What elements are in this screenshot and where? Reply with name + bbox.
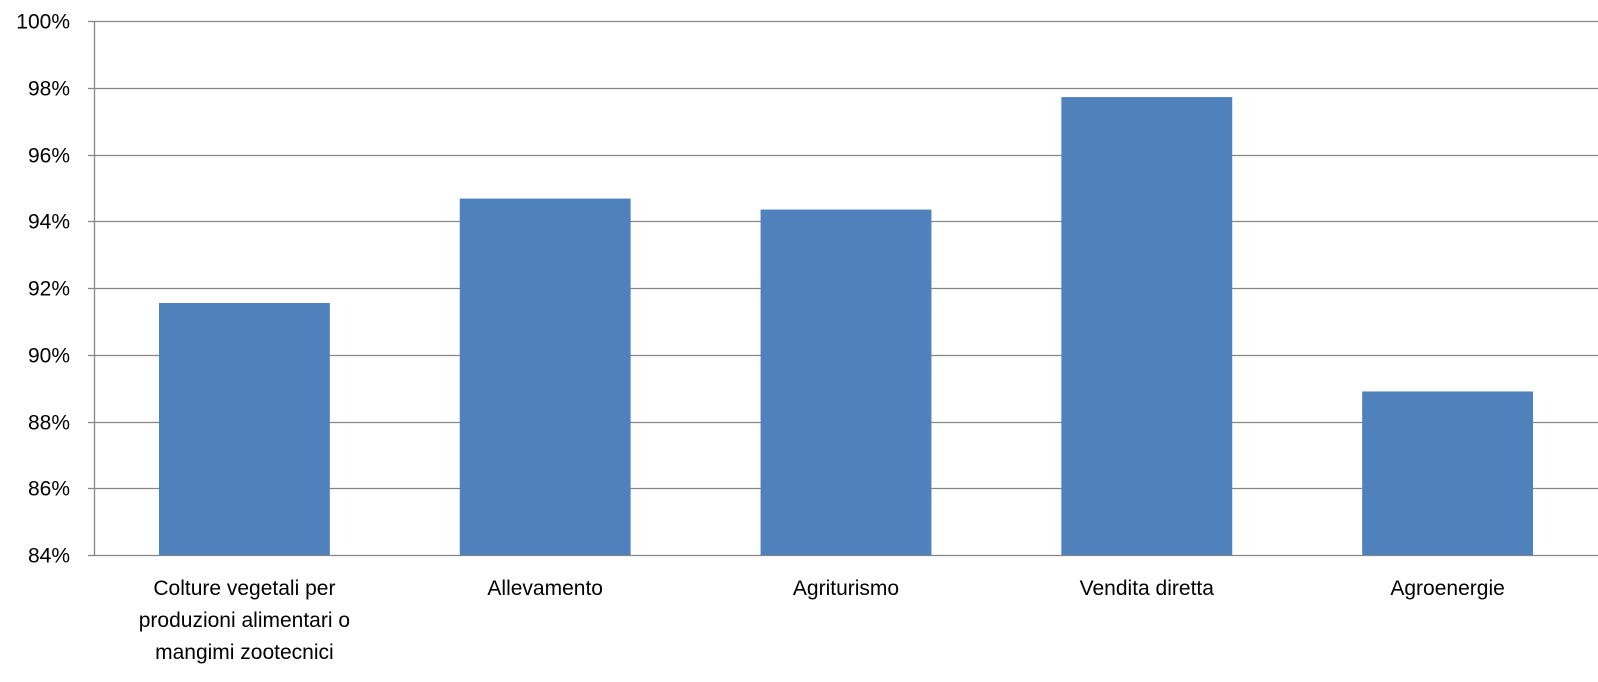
x-axis-tick-label: Allevamento — [487, 577, 603, 600]
y-axis-tick-labels: 84% 86% 88% 90% 92% 94% 96% 98% 100% — [16, 11, 70, 568]
x-axis-tick-label: Vendita diretta — [1080, 577, 1215, 600]
y-axis-tick-label: 86% — [28, 478, 70, 501]
y-axis-tick-label: 88% — [28, 412, 70, 435]
y-axis-tick-label: 94% — [28, 211, 70, 234]
x-axis-tick-label: Agriturismo — [793, 577, 899, 600]
x-axis-tick-label-line: Agroenergie — [1390, 577, 1504, 600]
axes — [88, 20, 96, 557]
x-axis-tick-label-line: produzioni alimentari o — [139, 609, 350, 632]
bar — [1362, 391, 1534, 555]
y-axis-tick-label: 84% — [28, 545, 70, 568]
x-axis-tick-label-line: Agriturismo — [793, 577, 899, 600]
x-axis-tick-label-line: Allevamento — [487, 577, 603, 600]
bar — [760, 209, 932, 555]
y-axis-tick-label: 90% — [28, 345, 70, 368]
x-axis-tick-label-line: Vendita diretta — [1080, 577, 1215, 600]
x-axis-tick-labels: Colture vegetali per produzioni alimentar… — [139, 577, 1505, 664]
bar — [459, 198, 631, 555]
x-axis-tick-label: Agroenergie — [1390, 577, 1504, 600]
x-axis-tick-label-line: mangimi zootecnici — [155, 641, 334, 664]
bar — [1061, 97, 1233, 555]
y-axis-tick-label: 96% — [28, 145, 70, 168]
y-axis-tick-label: 98% — [28, 78, 70, 101]
y-axis-tick-label: 92% — [28, 278, 70, 301]
y-axis-tick-label: 100% — [16, 11, 70, 34]
bar — [158, 303, 330, 555]
x-axis-tick-label: Colture vegetali per produzioni alimentar… — [139, 577, 350, 664]
x-axis-tick-label-line: Colture vegetali per — [153, 577, 335, 600]
bars — [158, 97, 1534, 555]
